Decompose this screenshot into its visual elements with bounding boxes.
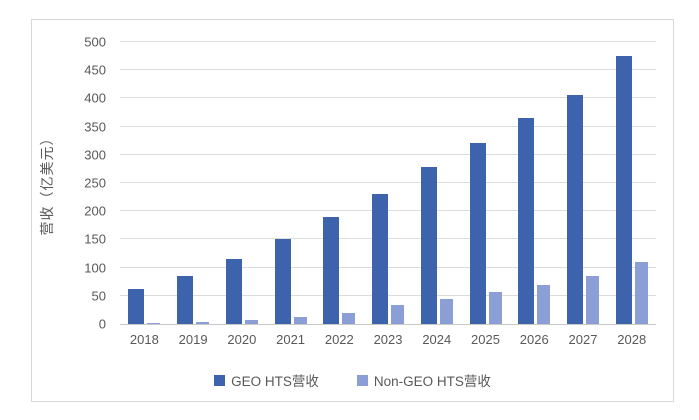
legend-item-geo-hts: GEO HTS营收 (214, 370, 319, 390)
bar-group-2022 (315, 42, 364, 324)
bar-group-2028 (607, 42, 656, 324)
x-axis-labels: 2018 2019 2020 2021 2022 2023 2024 2025 2026 2027… (120, 332, 656, 347)
bar-geo-hts-2020 (225, 258, 242, 324)
bar-group-2023 (364, 42, 413, 324)
bar-non-geo-hts-2023 (391, 305, 405, 324)
bar-group-2021 (266, 42, 315, 324)
x-label-2021: 2021 (276, 332, 306, 347)
chart-panel: 营收（亿美元） 0 50 100 150 200 250 300 350 400 450 500 2… (31, 19, 674, 402)
gridline-350 (120, 125, 656, 127)
bar-geo-hts-2023 (372, 193, 389, 324)
y-tick-50: 50 (91, 288, 106, 304)
bar-group-2020 (217, 42, 266, 324)
legend: GEO HTS营收 Non-GEO HTS营收 (32, 370, 673, 390)
x-label-2027: 2027 (568, 332, 598, 347)
bar-non-geo-hts-2027 (585, 275, 599, 324)
y-tick-150: 150 (84, 231, 106, 247)
gridline-250 (120, 182, 656, 183)
x-label-2025: 2025 (471, 332, 500, 347)
bar-non-geo-hts-2020 (244, 320, 258, 324)
bar-non-geo-hts-2019 (196, 322, 210, 324)
x-label-2022: 2022 (324, 332, 354, 347)
legend-label-non-geo-hts: Non-GEO HTS营收 (373, 374, 491, 389)
legend-label-geo-hts: GEO HTS营收 (231, 374, 319, 389)
gridline-500 (120, 41, 656, 42)
plot-area (120, 41, 656, 325)
bar-group-2027 (559, 42, 608, 324)
y-tick-450: 450 (84, 62, 106, 78)
bar-group-2019 (169, 42, 218, 324)
bar-non-geo-hts-2024 (439, 298, 453, 324)
x-label-2018: 2018 (129, 332, 159, 347)
geo-hts-series-swatch (214, 374, 226, 386)
bar-group-2018 (120, 42, 169, 324)
bar-geo-hts-2018 (128, 289, 145, 324)
x-label-2028: 2028 (617, 332, 647, 347)
y-tick-100: 100 (84, 260, 106, 276)
bar-geo-hts-2025 (469, 142, 486, 324)
bar-geo-hts-2022 (323, 217, 340, 324)
bar-group-2024 (412, 42, 461, 324)
y-axis-title: 营收（亿美元） (39, 130, 55, 236)
bar-geo-hts-2026 (518, 118, 535, 324)
bar-group-2026 (510, 42, 559, 324)
bar-group-2025 (461, 42, 510, 324)
bar-non-geo-hts-2022 (342, 313, 356, 324)
bar-geo-hts-2021 (274, 239, 291, 324)
y-tick-250: 250 (84, 175, 106, 191)
y-tick-0: 0 (98, 316, 106, 332)
bar-non-geo-hts-2021 (293, 317, 307, 324)
y-tick-300: 300 (84, 147, 106, 163)
y-tick-200: 200 (84, 203, 106, 219)
gridline-300 (120, 153, 656, 155)
legend-item-non-geo-hts: Non-GEO HTS营收 (356, 370, 491, 390)
bar-non-geo-hts-2025 (488, 292, 502, 324)
y-axis-ticks: 0 50 100 150 200 250 300 350 400 450 500 (54, 36, 106, 331)
x-label-2024: 2024 (422, 332, 452, 347)
x-label-2023: 2023 (373, 332, 403, 347)
x-label-2019: 2019 (178, 332, 208, 347)
bar-geo-hts-2028 (615, 56, 632, 324)
non-geo-hts-series-swatch (356, 374, 368, 386)
gridline-450 (120, 69, 656, 71)
y-tick-350: 350 (84, 119, 106, 135)
bar-geo-hts-2024 (420, 167, 437, 324)
x-label-2020: 2020 (227, 332, 257, 347)
bar-geo-hts-2027 (566, 95, 583, 324)
bar-non-geo-hts-2026 (537, 284, 551, 324)
bar-non-geo-hts-2028 (634, 261, 648, 324)
y-tick-400: 400 (84, 90, 106, 106)
bar-non-geo-hts-2018 (147, 322, 161, 324)
gridline-400 (120, 97, 656, 99)
x-label-2026: 2026 (519, 332, 549, 347)
y-tick-500: 500 (84, 34, 106, 50)
bar-geo-hts-2019 (177, 276, 194, 324)
